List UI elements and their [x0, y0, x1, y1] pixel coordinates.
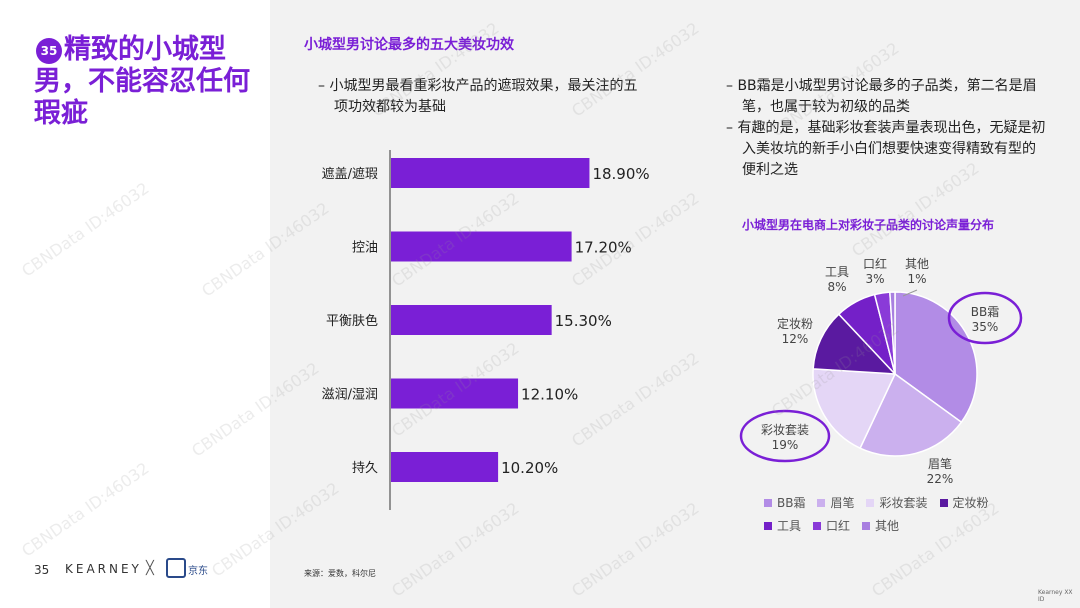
partner-logo-text: 京东: [188, 566, 208, 577]
pie-slice-value: 22%: [927, 472, 954, 486]
pie-slice: [812, 313, 897, 375]
pie-slice: [889, 291, 896, 375]
legend-item: 眉笔: [817, 494, 854, 511]
legend-swatch: [764, 498, 772, 507]
pie-slice-name: 其他: [905, 257, 929, 271]
pie-slice-value: 8%: [827, 280, 846, 294]
pie-bullet-1: – BB霜是小城型男讨论最多的子品类，第二名是眉笔，也属于较为初级的品类: [726, 78, 1037, 115]
legend-label: 彩妆套装: [879, 496, 928, 510]
legend-swatch: [939, 498, 948, 507]
kearney-logo: KEARNEY: [65, 562, 142, 576]
left-panel: 35 精致的小城型男，不能容忍任何瑕疵 35 KEARNEY ╳ 京东: [0, 0, 270, 608]
pie-bullet-2: – 有趣的是，基础彩妆套装声量表现出色，无疑是初入美妆坑的新手小白们想要快速变得…: [726, 120, 1046, 178]
legend-swatch: [866, 498, 875, 507]
bar: [391, 158, 590, 188]
bar-category-label: 平衡肤色: [326, 313, 378, 329]
partner-logo-icon: [166, 558, 186, 578]
pie-slice-name: 定妆粉: [777, 316, 813, 331]
pie-bullets: – BB霜是小城型男讨论最多的子品类，第二名是眉笔，也属于较为初级的品类 – 有…: [726, 76, 1046, 181]
pie-slice-value: 35%: [972, 320, 999, 334]
bar: [391, 378, 519, 409]
bar-chart: 遮盖/遮瑕 18.90% 控油 17.20% 平衡肤色 15.30% 滋润/湿润 12.10%…: [322, 150, 650, 510]
pie-slice-value: 19%: [772, 438, 799, 452]
legend-label: 定妆粉: [952, 496, 989, 510]
bar: [391, 452, 499, 482]
legend-label: 眉笔: [830, 496, 855, 510]
pie-leader-line: [902, 289, 918, 297]
bar-category-label: 控油: [352, 241, 378, 256]
bar: [391, 231, 572, 262]
legend-label: 口红: [826, 519, 851, 533]
legend-swatch: [817, 498, 826, 507]
legend-item: 口红: [813, 517, 850, 534]
pie-slice-value: 12%: [782, 332, 809, 346]
highlight-circle-bb: [947, 291, 1023, 345]
bar-value-label: 12.10%: [521, 386, 578, 404]
section-badge: 35: [36, 38, 62, 64]
pie-slice-name: 彩妆套装: [761, 423, 809, 437]
bar: [391, 305, 552, 335]
highlight-circle-kit: [739, 409, 831, 463]
bar-category-label: 遮盖/遮瑕: [322, 166, 378, 182]
legend-swatch: [813, 521, 822, 530]
right-panel: [270, 0, 1080, 608]
legend-label: 其他: [875, 519, 900, 533]
legend-row: 工具 口红 其他: [764, 517, 1064, 534]
pie-legend: BB霜 眉笔 彩妆套装 定妆粉工具 口红 其他: [764, 494, 1064, 540]
bar-chart-title: 小城型男讨论最多的五大美妆功效: [304, 37, 514, 53]
pie-slice-name: 口红: [863, 256, 887, 271]
pie-slice-name: BB霜: [971, 305, 999, 319]
pie-slice: [894, 291, 978, 424]
source-note: 来源：爱数，科尔尼: [304, 569, 376, 578]
legend-row: BB霜 眉笔 彩妆套装 定妆粉: [764, 494, 1064, 511]
bar-chart-bullet: – 小城型男最看重彩妆产品的遮瑕效果，最关注的五项功效都较为基础: [318, 78, 638, 115]
bar-value-label: 17.20%: [575, 239, 632, 257]
brand-separator: ╳: [146, 561, 154, 576]
pie-slice-value: 1%: [907, 272, 926, 286]
legend-item: BB霜: [764, 494, 805, 511]
pie-slice: [812, 368, 897, 450]
legend-label: BB霜: [777, 496, 806, 510]
legend-item: 彩妆套装: [866, 494, 928, 511]
legend-item: 工具: [764, 517, 801, 534]
legend-item: 其他: [862, 517, 899, 534]
bar-value-label: 18.90%: [592, 165, 649, 183]
pie-slice-name: 眉笔: [928, 456, 952, 471]
legend-label: 工具: [777, 519, 802, 533]
legend-swatch: [862, 521, 871, 530]
page-title: 精致的小城型男，不能容忍任何瑕疵: [34, 34, 250, 129]
pie-slice-name: 工具: [825, 265, 849, 279]
bar-category-label: 持久: [352, 461, 378, 476]
legend-swatch: [764, 521, 772, 530]
copyright-note: Kearney XX ID: [1038, 589, 1073, 603]
page-number: 35: [34, 563, 50, 577]
pie-slice-value: 3%: [865, 272, 884, 286]
bar-value-label: 15.30%: [555, 312, 612, 330]
bar-value-label: 10.20%: [501, 459, 558, 477]
bar-category-label: 滋润/湿润: [322, 388, 378, 403]
pie-chart-title: 小城型男在电商上对彩妆子品类的讨论声量分布: [742, 218, 995, 232]
legend-item: 定妆粉: [939, 494, 989, 511]
